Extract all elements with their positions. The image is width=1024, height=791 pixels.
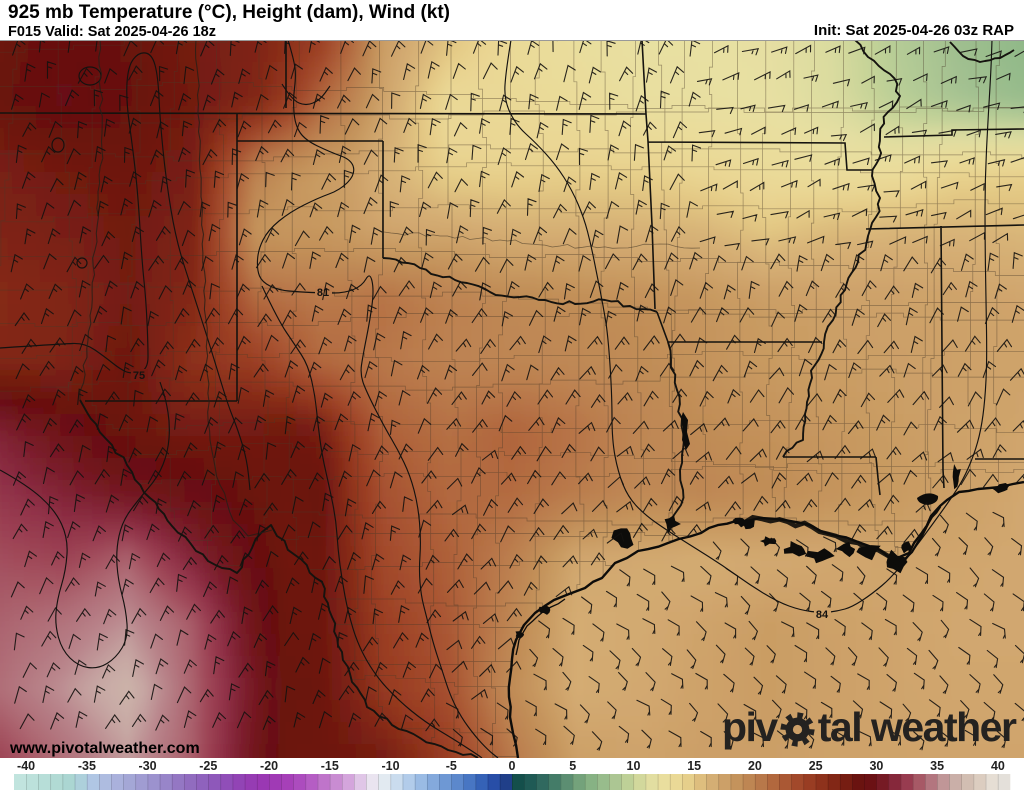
svg-text:75: 75 [133, 370, 145, 382]
svg-text:81: 81 [317, 287, 329, 299]
svg-text:84: 84 [816, 609, 829, 621]
